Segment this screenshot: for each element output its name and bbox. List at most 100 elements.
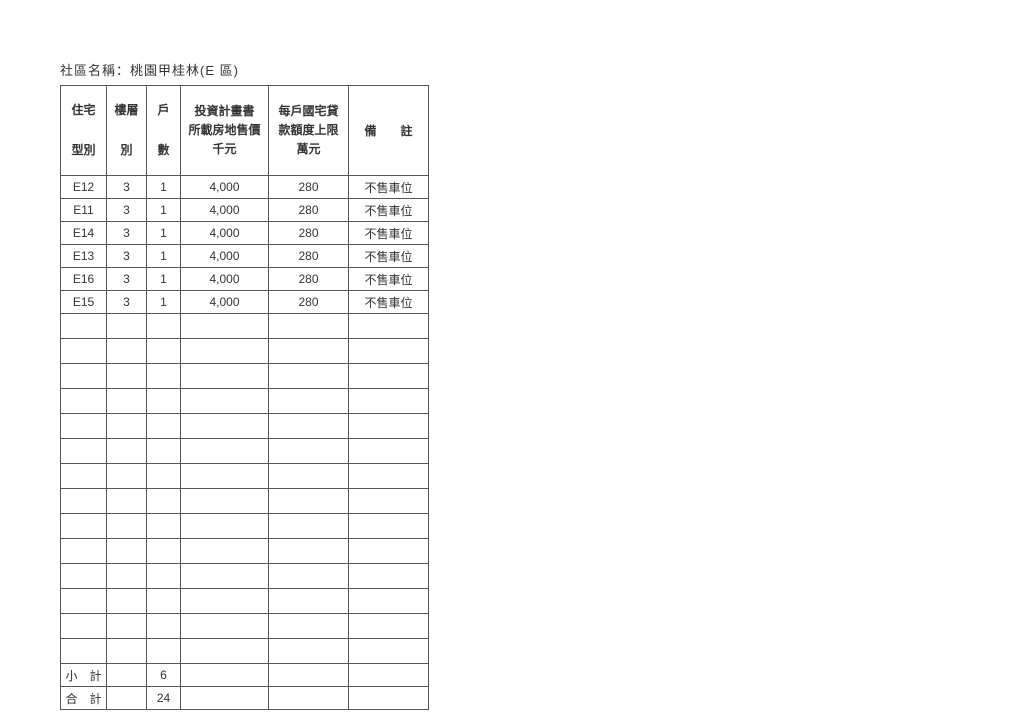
cell-empty xyxy=(269,414,349,439)
cell-empty xyxy=(147,464,181,489)
cell-price: 4,000 xyxy=(181,291,269,314)
table-row-empty xyxy=(61,614,429,639)
cell-empty xyxy=(349,414,429,439)
table-row-empty xyxy=(61,414,429,439)
cell-type: E16 xyxy=(61,268,107,291)
total-count: 24 xyxy=(147,687,181,710)
cell-empty xyxy=(61,364,107,389)
cell-empty xyxy=(181,314,269,339)
cell-empty xyxy=(349,564,429,589)
housing-table: 住宅 型別 樓層 別 戶 數 投資計畫書 所載房地售價 千元 xyxy=(60,85,429,710)
cell-empty xyxy=(107,687,147,710)
table-row-empty xyxy=(61,514,429,539)
cell-type: E13 xyxy=(61,245,107,268)
cell-price: 4,000 xyxy=(181,268,269,291)
cell-empty xyxy=(269,489,349,514)
cell-empty xyxy=(147,339,181,364)
table-row: E14314,000280不售車位 xyxy=(61,222,429,245)
cell-empty xyxy=(61,614,107,639)
cell-empty xyxy=(61,514,107,539)
cell-empty xyxy=(349,589,429,614)
cell-floor: 3 xyxy=(107,222,147,245)
cell-empty xyxy=(349,664,429,687)
cell-empty xyxy=(269,614,349,639)
cell-empty xyxy=(147,489,181,514)
table-row-empty xyxy=(61,464,429,489)
subtotal-count: 6 xyxy=(147,664,181,687)
cell-count: 1 xyxy=(147,176,181,199)
table-row: E15314,000280不售車位 xyxy=(61,291,429,314)
table-row: E13314,000280不售車位 xyxy=(61,245,429,268)
cell-empty xyxy=(181,414,269,439)
col-header-price: 投資計畫書 所載房地售價 千元 xyxy=(181,86,269,176)
cell-floor: 3 xyxy=(107,176,147,199)
cell-note: 不售車位 xyxy=(349,245,429,268)
cell-empty xyxy=(61,464,107,489)
cell-empty xyxy=(147,564,181,589)
cell-empty xyxy=(181,439,269,464)
cell-empty xyxy=(269,514,349,539)
cell-empty xyxy=(269,589,349,614)
cell-empty xyxy=(61,589,107,614)
col-e-l2: 款額度上限 xyxy=(269,121,348,140)
cell-count: 1 xyxy=(147,222,181,245)
cell-price: 4,000 xyxy=(181,245,269,268)
cell-empty xyxy=(181,614,269,639)
col-a-l2: 型別 xyxy=(61,141,106,160)
cell-count: 1 xyxy=(147,291,181,314)
cell-empty xyxy=(181,639,269,664)
community-title: 社區名稱：桃園甲桂林(E 區) xyxy=(60,60,1024,79)
cell-empty xyxy=(61,539,107,564)
table-row: E16314,000280不售車位 xyxy=(61,268,429,291)
cell-empty xyxy=(269,564,349,589)
subtotal-row: 小 計6 xyxy=(61,664,429,687)
cell-empty xyxy=(147,364,181,389)
cell-empty xyxy=(107,389,147,414)
cell-loan: 280 xyxy=(269,268,349,291)
col-a-l1: 住宅 xyxy=(61,101,106,120)
document-page: 社區名稱：桃園甲桂林(E 區) 住宅 型別 樓層 別 戶 xyxy=(0,0,1024,727)
cell-empty xyxy=(147,539,181,564)
cell-type: E15 xyxy=(61,291,107,314)
cell-floor: 3 xyxy=(107,291,147,314)
cell-empty xyxy=(181,589,269,614)
cell-empty xyxy=(349,639,429,664)
table-row-empty xyxy=(61,364,429,389)
col-header-note: 備 註 xyxy=(349,86,429,176)
cell-floor: 3 xyxy=(107,199,147,222)
col-d-l2: 所載房地售價 xyxy=(181,121,268,140)
cell-empty xyxy=(349,314,429,339)
cell-empty xyxy=(61,314,107,339)
cell-empty xyxy=(269,539,349,564)
cell-empty xyxy=(269,639,349,664)
cell-empty xyxy=(147,614,181,639)
cell-empty xyxy=(269,439,349,464)
cell-floor: 3 xyxy=(107,268,147,291)
cell-count: 1 xyxy=(147,199,181,222)
table-row-empty xyxy=(61,339,429,364)
col-b-l1: 樓層 xyxy=(107,101,146,120)
cell-empty xyxy=(181,539,269,564)
col-header-loan: 每戶國宅貸 款額度上限 萬元 xyxy=(269,86,349,176)
title-label: 社區名稱： xyxy=(60,63,130,78)
col-e-l1: 每戶國宅貸 xyxy=(269,102,348,121)
col-c-l1: 戶 xyxy=(147,101,180,120)
cell-empty xyxy=(181,514,269,539)
cell-empty xyxy=(269,687,349,710)
col-d-l3: 千元 xyxy=(181,140,268,159)
title-value: 桃園甲桂林(E 區) xyxy=(130,63,239,78)
cell-empty xyxy=(107,364,147,389)
cell-empty xyxy=(181,364,269,389)
cell-empty xyxy=(61,564,107,589)
cell-empty xyxy=(147,589,181,614)
cell-loan: 280 xyxy=(269,245,349,268)
cell-price: 4,000 xyxy=(181,199,269,222)
cell-empty xyxy=(107,564,147,589)
cell-empty xyxy=(61,339,107,364)
cell-empty xyxy=(349,489,429,514)
cell-empty xyxy=(61,639,107,664)
cell-empty xyxy=(61,489,107,514)
cell-empty xyxy=(107,414,147,439)
cell-empty xyxy=(349,514,429,539)
table-row: E12314,000280不售車位 xyxy=(61,176,429,199)
